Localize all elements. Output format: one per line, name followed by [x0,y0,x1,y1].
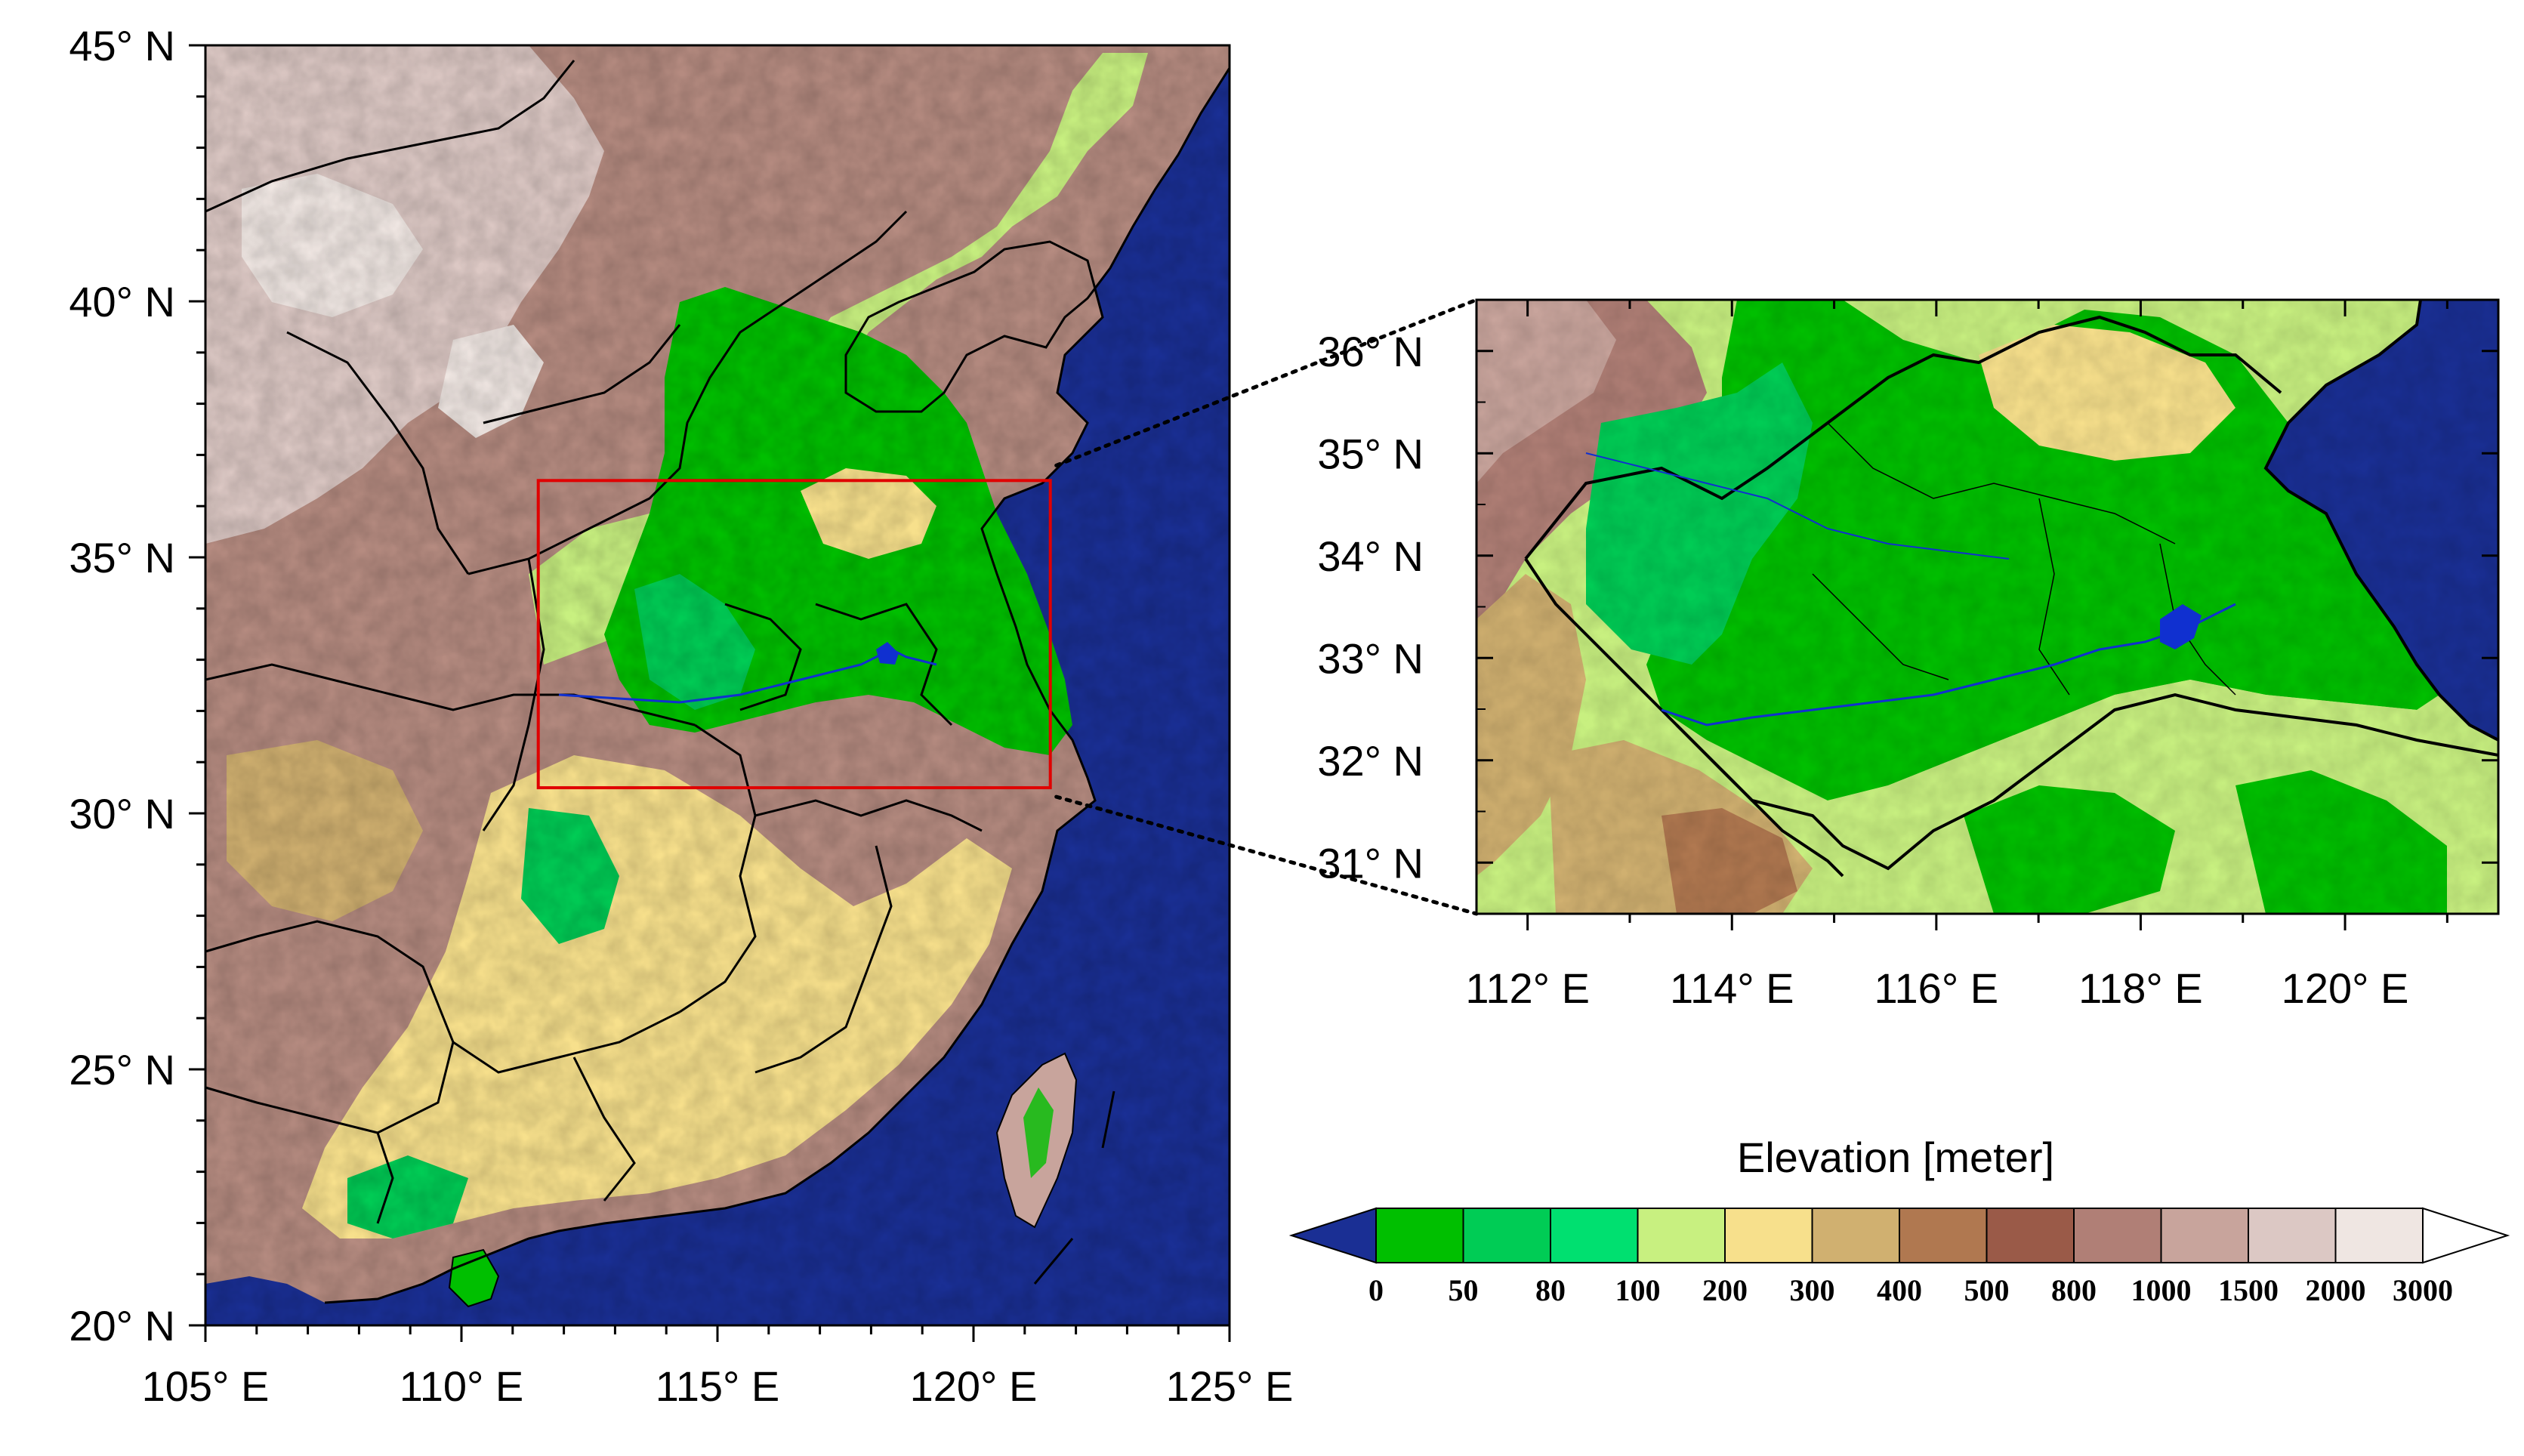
colorbar-tick-label: 2000 [2306,1273,2366,1307]
inset-coastline [2263,300,2498,742]
colorbar-tick-label: 50 [1449,1273,1479,1307]
main-lon-label: 110° E [400,1362,524,1410]
colorbar-tick-label: 200 [1702,1273,1748,1307]
inset-inner-borders [1812,422,2236,696]
inset-lon-label: 114° E [1670,964,1794,1012]
colorbar-swatches [1288,1207,2510,1264]
colorbar-swatch [1637,1208,1726,1263]
inset-river-huai [1661,603,2236,726]
main-lat-label: 20° N [69,1302,175,1350]
colorbar-tick-label: 400 [1877,1273,1922,1307]
main-coastline [324,67,1230,1304]
inset-lat-label: 33° N [1317,634,1424,682]
colorbar-swatch [1550,1208,1639,1263]
colorbar-tick-label: 1000 [2131,1273,2192,1307]
main-lat-label: 25° N [69,1046,175,1094]
inset-lon-label: 112° E [1465,964,1590,1012]
inset-lon-label: 118° E [2078,964,2203,1012]
colorbar-tick-label: 800 [2051,1273,2097,1307]
colorbar-tick-label: 300 [1790,1273,1835,1307]
colorbar-swatch [1811,1208,1900,1263]
colorbar-tick-label: 80 [1535,1273,1566,1307]
colorbar-swatch [2248,1208,2337,1263]
inset-lon-label: 116° E [1874,964,1999,1012]
colorbar-swatch [2073,1208,2162,1263]
colorbar-under-triangle [1288,1207,1377,1264]
zoom-connector-bottom [1054,794,1479,916]
inset-lat-label: 35° N [1317,430,1424,477]
colorbar-tick-label: 100 [1615,1273,1661,1307]
colorbar-tick-label: 1500 [2218,1273,2279,1307]
main-lat-label: 30° N [69,790,175,838]
inset-lon-label: 120° E [2282,964,2409,1012]
colorbar-over-triangle [2422,1207,2510,1264]
main-province-borders [205,60,983,1224]
inset-province-borders [1524,315,2498,878]
inset-lat-label: 36° N [1317,328,1424,375]
colorbar-swatch [1986,1208,2075,1263]
colorbar-tick-label: 0 [1368,1273,1384,1307]
colorbar-swatch [2160,1208,2249,1263]
colorbar-tick-label: 500 [1964,1273,2010,1307]
inset-river-yellow [1585,452,2010,560]
colorbar-tick-label: 3000 [2393,1273,2453,1307]
colorbar-swatch [1462,1208,1551,1263]
colorbar-labels: 0 50 80 100 200 300 400 500 800 1000 1500 2000 3000 [1368,1273,2453,1307]
inset-lake [2160,604,2202,649]
main-lon-label: 105° E [142,1362,270,1410]
zoom-connectors [1054,298,1479,916]
main-axis-ticks [189,44,1231,1342]
inset-axis-ticks [1476,299,2498,930]
colorbar-swatch [2334,1208,2424,1263]
colorbar-title: Elevation [meter] [1737,1134,2054,1181]
main-lon-label: 115° E [656,1362,780,1410]
main-river-huai [558,648,937,704]
inset-map: 36° N 35° N 34° N 33° N 32° N 31° N 112° E 114… [1317,298,2500,1012]
main-lat-label: 35° N [69,534,175,581]
inset-lat-label: 32° N [1317,737,1424,785]
inset-lat-label: 34° N [1317,532,1424,580]
main-lat-label: 40° N [69,278,175,325]
main-lon-label: 125° E [1166,1362,1294,1410]
main-lat-label: 45° N [69,22,175,69]
inset-lat-axis: 36° N 35° N 34° N 33° N 32° N 31° N [1317,328,1424,887]
main-lon-axis: 105° E 110° E 115° E 120° E 125° E [142,1362,1294,1410]
inset-lat-label: 31° N [1317,839,1424,887]
main-lon-label: 120° E [910,1362,1038,1410]
colorbar-swatch [1899,1208,1988,1263]
colorbar-swatch [1724,1208,1813,1263]
main-highlight-box [536,479,1052,790]
main-lat-axis: 45° N 40° N 35° N 30° N 25° N 20° N [69,22,175,1350]
zoom-connector-top [1054,298,1479,467]
elevation-colorbar: Elevation [meter] 0 50 80 100 200 300 400 500 80… [1288,1134,2510,1307]
inset-lon-axis: 112° E 114° E 116° E 118° E 120° E [1465,964,2408,1012]
main-hainan [448,1248,500,1308]
main-map: 45° N 40° N 35° N 30° N 25° N 20° N 105° E 110… [69,22,1293,1410]
colorbar-swatch [1375,1208,1464,1263]
